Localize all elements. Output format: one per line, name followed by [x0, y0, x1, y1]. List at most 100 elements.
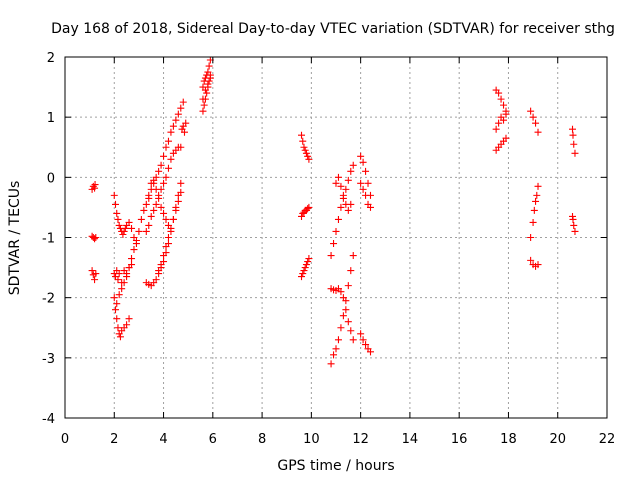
- data-point: [344, 318, 352, 326]
- x-tick-label-6: 12: [352, 432, 369, 447]
- data-point: [304, 205, 312, 213]
- data-point: [157, 261, 165, 269]
- data-point: [147, 212, 155, 220]
- data-point: [142, 200, 150, 208]
- data-point: [347, 267, 355, 275]
- data-point: [160, 179, 168, 187]
- data-point: [150, 206, 158, 214]
- data-point: [150, 176, 158, 184]
- data-point: [357, 179, 365, 187]
- y-tick-labels: -4 -3 -2 -1 0 1 2: [42, 51, 55, 427]
- data-point: [344, 176, 352, 184]
- data-point: [530, 206, 538, 214]
- x-tick-label-1: 2: [110, 432, 118, 447]
- data-point: [569, 125, 577, 133]
- series-arc-5: [110, 261, 136, 287]
- series-arc-19: [327, 285, 357, 344]
- data-point: [112, 200, 120, 208]
- data-point: [337, 324, 345, 332]
- x-tick-label-5: 10: [303, 432, 320, 447]
- data-point: [172, 116, 180, 124]
- data-point: [113, 300, 121, 308]
- data-point: [571, 227, 579, 235]
- data-point: [492, 125, 500, 133]
- data-point: [339, 312, 347, 320]
- data-point: [337, 288, 345, 296]
- data-point: [174, 197, 182, 205]
- data-point: [115, 221, 123, 229]
- data-point: [344, 206, 352, 214]
- data-point: [88, 267, 96, 275]
- data-point: [532, 197, 540, 205]
- data-point: [347, 200, 355, 208]
- data-point: [500, 116, 508, 124]
- series-arc-10: [142, 179, 185, 290]
- data-point: [334, 173, 342, 181]
- data-point: [342, 306, 350, 314]
- series-arc-18: [327, 161, 357, 260]
- data-point: [337, 182, 345, 190]
- data-point: [112, 306, 120, 314]
- data-point: [204, 68, 212, 76]
- series-arc-27: [492, 134, 510, 154]
- data-point: [91, 235, 99, 243]
- series-arc-32: [569, 212, 579, 235]
- data-point: [137, 215, 145, 223]
- data-point: [304, 258, 312, 266]
- data-points: [88, 56, 579, 368]
- data-point: [359, 158, 367, 166]
- data-point: [169, 215, 177, 223]
- data-point: [89, 182, 97, 190]
- y-tick-label-4: 0: [47, 171, 55, 186]
- data-point: [179, 98, 187, 106]
- data-point: [123, 321, 131, 329]
- x-tick-label-4: 8: [258, 432, 266, 447]
- series-arc-29: [527, 182, 542, 241]
- data-point: [203, 71, 211, 79]
- data-point: [172, 206, 180, 214]
- data-point: [299, 137, 307, 145]
- y-tick-label-0: -4: [42, 412, 55, 427]
- data-point: [167, 128, 175, 136]
- data-point: [203, 89, 211, 97]
- data-point: [534, 261, 542, 269]
- data-point: [344, 282, 352, 290]
- data-point: [205, 62, 213, 70]
- data-point: [164, 137, 172, 145]
- data-point: [92, 270, 100, 278]
- data-point: [570, 140, 578, 148]
- data-point: [125, 264, 133, 272]
- data-point: [110, 294, 118, 302]
- data-point: [300, 267, 308, 275]
- data-point: [304, 152, 312, 160]
- data-point: [177, 179, 185, 187]
- data-point: [135, 227, 143, 235]
- data-point: [529, 218, 537, 226]
- data-point: [533, 191, 541, 199]
- data-point: [128, 255, 136, 263]
- data-point: [349, 336, 357, 344]
- data-point: [182, 119, 190, 127]
- series-arc-25: [492, 86, 510, 115]
- series-arc-13: [178, 119, 190, 136]
- x-tick-label-2: 4: [159, 432, 167, 447]
- data-point: [527, 256, 535, 264]
- data-point: [497, 95, 505, 103]
- data-point: [110, 191, 118, 199]
- data-point: [349, 161, 357, 169]
- series-arc-20: [327, 252, 357, 368]
- data-point: [570, 221, 578, 229]
- data-point: [366, 203, 374, 211]
- data-point: [114, 324, 122, 332]
- data-point: [362, 341, 370, 349]
- data-point: [495, 119, 503, 127]
- x-tick-label-10: 20: [549, 432, 566, 447]
- data-point: [569, 215, 577, 223]
- data-point: [118, 285, 126, 293]
- data-point: [305, 155, 313, 163]
- data-point: [167, 155, 175, 163]
- data-point: [302, 149, 310, 157]
- data-point: [164, 164, 172, 172]
- series-arc-30: [527, 256, 542, 270]
- data-point: [305, 255, 313, 263]
